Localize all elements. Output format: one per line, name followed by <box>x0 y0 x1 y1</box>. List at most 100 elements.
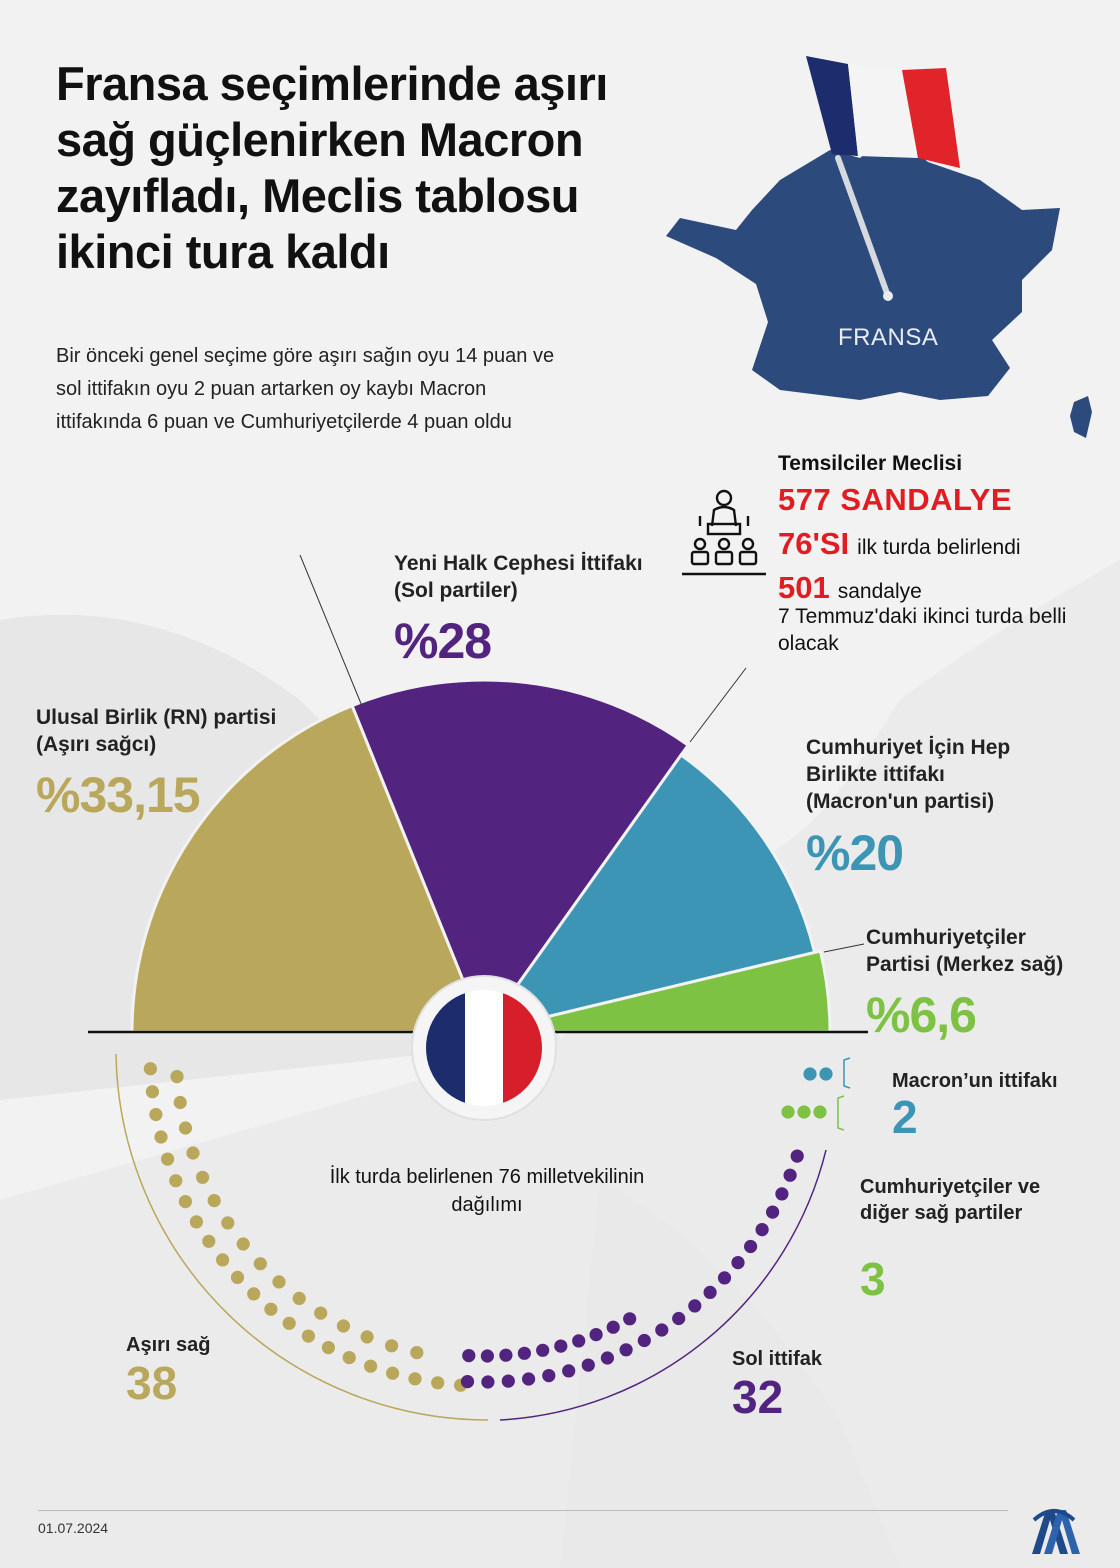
seat-dot-far-right <box>149 1107 163 1122</box>
first-round-number: 76'SI <box>778 526 850 561</box>
slice-label-republicans: Cumhuriyetçiler Partisi (Merkez sağ) <box>866 926 1064 976</box>
seat-dot-left <box>637 1333 651 1348</box>
macron-bracket <box>843 1057 851 1089</box>
seat-dot-macron <box>819 1067 833 1081</box>
seat-dot-far-right <box>216 1253 230 1267</box>
seat-dot-far-right <box>186 1146 200 1160</box>
seat-dot-left <box>775 1187 789 1201</box>
republicans-bracket <box>837 1095 845 1131</box>
france-map <box>666 56 1092 438</box>
seat-dot-far-right <box>207 1194 221 1208</box>
seat-dot-far-right <box>364 1359 378 1373</box>
second-round-number: 501 <box>778 570 830 605</box>
seat-dot-left <box>462 1349 476 1363</box>
page-title: Fransa seçimlerinde aşırı sağ güçlenirke… <box>56 57 608 278</box>
seat-dot-left <box>783 1168 797 1182</box>
seat-dot-left <box>755 1223 769 1237</box>
seat-dot-far-right <box>196 1170 210 1184</box>
seat-dot-far-right <box>170 1070 184 1084</box>
group-count-macron: 2 <box>892 1091 918 1143</box>
seat-dot-macron <box>803 1067 817 1081</box>
first-round-text: ilk turda belirlendi <box>857 536 1021 559</box>
subtitle: Bir önceki genel seçime göre aşırı sağın… <box>56 345 555 433</box>
seat-dot-left <box>572 1334 586 1348</box>
seat-dot-far-right <box>202 1234 216 1248</box>
parliament-icon <box>682 489 766 576</box>
seat-dot-far-right <box>408 1372 422 1386</box>
semicircle-pie-chart <box>88 554 868 1121</box>
seat-dot-far-right <box>272 1275 286 1289</box>
seat-dot-far-right <box>154 1130 168 1144</box>
seat-dot-far-right <box>221 1216 235 1230</box>
seat-dot-left <box>717 1271 732 1285</box>
slice-label-far-right: Ulusal Birlik (RN) partisi (Aşırı sağcı) <box>36 706 277 756</box>
seat-dot-left <box>499 1348 513 1362</box>
seat-dot-far-right <box>301 1329 315 1343</box>
seat-dot-republicans <box>797 1105 811 1119</box>
group-count-republicans: 3 <box>860 1253 886 1305</box>
seat-dot-left <box>703 1285 717 1299</box>
seat-dot-far-right <box>342 1351 356 1365</box>
second-round-note: 7 Temmuz'daki ikinci turda belli olacak <box>778 605 1067 655</box>
seat-dot-far-right <box>178 1121 193 1135</box>
seat-dot-far-right <box>143 1062 157 1076</box>
seat-dot-left <box>536 1343 550 1357</box>
seat-dot-left <box>522 1372 536 1386</box>
leader-line-macron <box>689 667 747 743</box>
seat-dot-left <box>460 1375 475 1389</box>
pie-slice-0 <box>130 703 487 1034</box>
seat-dot-far-right <box>169 1174 183 1188</box>
seat-dot-far-right <box>161 1152 175 1166</box>
seat-dot-left <box>731 1256 745 1270</box>
seat-dot-left <box>655 1323 669 1337</box>
seat-dot-far-right <box>253 1257 267 1271</box>
seat-dot-left <box>790 1149 804 1163</box>
seat-dot-far-right <box>178 1195 192 1209</box>
slice-label-macron: Cumhuriyet İçin Hep Birlikte ittifakı (M… <box>806 736 1011 813</box>
seat-dot-left <box>744 1239 758 1254</box>
seat-dot-left <box>672 1311 686 1326</box>
group-label-left: Sol ittifak <box>732 1348 823 1370</box>
seat-dot-republicans <box>813 1105 827 1119</box>
distribution-caption: İlk turda belirlenen 76 milletvekilinin … <box>329 1166 645 1216</box>
seat-dot-far-right <box>336 1319 350 1333</box>
seat-dot-left <box>517 1346 532 1360</box>
seat-dot-far-right <box>314 1306 328 1320</box>
slice-value-far-right: %33,15 <box>36 767 201 823</box>
seat-dot-far-right <box>264 1302 278 1316</box>
france-shape <box>666 132 1060 400</box>
seat-dot-left <box>562 1364 576 1378</box>
second-round-text: sandalye <box>837 580 922 603</box>
map-label: FRANSA <box>838 324 939 351</box>
seat-dot-far-right <box>410 1346 424 1360</box>
total-seats: 577 SANDALYE <box>778 482 1013 517</box>
seat-dot-far-right <box>385 1339 399 1353</box>
slice-value-republicans: %6,6 <box>866 987 977 1043</box>
aa-logo-icon <box>1032 1509 1080 1554</box>
seat-dot-left <box>542 1369 556 1383</box>
seat-dot-far-right <box>145 1085 159 1099</box>
seat-dot-republicans <box>781 1105 795 1119</box>
seat-dot-left <box>766 1205 780 1219</box>
seat-dot-far-right <box>292 1291 306 1305</box>
seat-dot-left <box>501 1374 515 1388</box>
left-bracket <box>499 1149 827 1421</box>
group-label-macron: Macron’un ittifakı <box>892 1070 1058 1092</box>
seat-dot-left <box>554 1339 568 1353</box>
seat-dot-left <box>581 1358 595 1372</box>
seat-dot-far-right <box>282 1316 296 1330</box>
group-label-far-right: Aşırı sağ <box>126 1334 211 1356</box>
seat-dot-left <box>619 1343 633 1357</box>
group-count-far-right: 38 <box>126 1357 178 1409</box>
leader-line-republicans <box>823 943 865 953</box>
slice-value-left: %28 <box>394 613 492 669</box>
first-round-line: 76'SI ilk turda belirlendi <box>778 526 1021 562</box>
seat-dot-far-right <box>360 1330 374 1344</box>
seat-dot-far-right <box>247 1287 261 1301</box>
seat-dot-arc-chart <box>115 1053 851 1421</box>
seat-dot-far-right <box>321 1341 335 1355</box>
group-count-left: 32 <box>732 1371 784 1423</box>
center-flag-icon <box>426 990 542 1106</box>
seat-dot-left <box>623 1312 637 1326</box>
